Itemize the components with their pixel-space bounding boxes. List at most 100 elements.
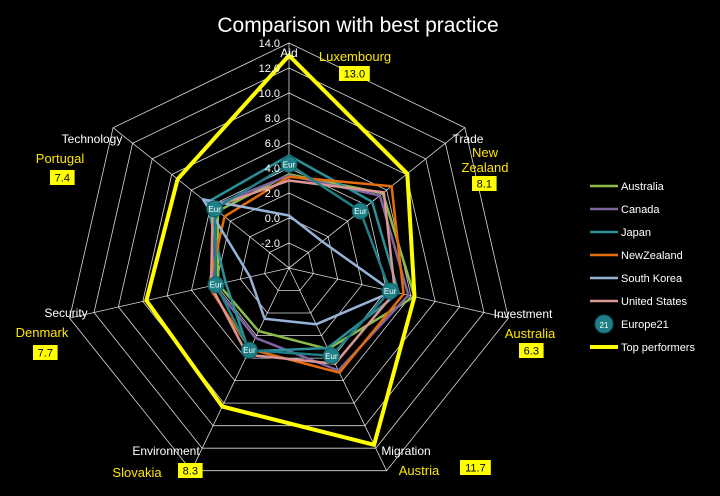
legend-label: Australia: [621, 181, 665, 193]
r-tick-label: 6.0: [265, 138, 280, 150]
top-value-box: [178, 463, 203, 478]
axis-label-trade: Trade: [453, 132, 484, 146]
grid-ring: [93, 67, 485, 449]
top-value-text: 7.7: [38, 348, 53, 360]
europe21-point: [381, 282, 399, 300]
grid-ring: [69, 42, 509, 472]
legend-label: Canada: [621, 204, 660, 216]
top-value-badge: 11.7: [460, 460, 491, 475]
series-united-states: [209, 179, 397, 365]
top-value-text: 13.0: [344, 69, 365, 81]
axis-spoke-environment: [191, 267, 290, 471]
r-tick-label: -2.0: [261, 238, 280, 250]
top-performer-slovakia: Slovakia: [112, 465, 162, 480]
europe21-point: [207, 276, 225, 294]
top-performer-portugal: Portugal: [36, 151, 85, 166]
axis-label-aid: Aid: [280, 46, 297, 60]
europe21-point-label: Eur: [283, 160, 296, 169]
legend-item-top-performers: Top performers: [590, 342, 695, 354]
top-value-badge: 8.3: [178, 463, 203, 478]
r-tick-label: 4.0: [265, 163, 280, 175]
europe21-marker: Eur: [207, 276, 225, 294]
series-top-performers: [144, 53, 417, 447]
top-value-text: 8.1: [477, 179, 492, 191]
grid-ring: [142, 117, 436, 404]
europe21-point-label: Eur: [208, 205, 221, 214]
europe21-marker: Eur: [351, 202, 369, 220]
europe21-marker: Eur: [240, 341, 258, 359]
radar-labels: 14.0 12.0 10.0 8.0 6.0 4.0 2.0 0.0 -2.0 Aid Luxemb…: [16, 38, 556, 480]
r-tick-label: 12.0: [259, 63, 280, 75]
top-value-box: [519, 343, 544, 358]
r-tick-label: 0.0: [265, 213, 280, 225]
europe21-marker: Eur: [322, 347, 340, 365]
radar-series: Eur Eur Eur Eur Eur Eur Eur: [144, 53, 417, 447]
r-tick-label: 10.0: [259, 88, 280, 100]
legend-europe21-marker-label: 21: [600, 321, 609, 330]
top-performer-name-part: New: [472, 145, 499, 160]
axis-label-technology: Technology: [62, 132, 123, 146]
legend: Australia Canada Japan NewZealand South Kore…: [590, 181, 695, 354]
europe21-point: [280, 155, 298, 173]
axis-label-investment: Investment: [494, 307, 553, 321]
top-value-text: 7.4: [55, 173, 70, 185]
top-performer-new-zealand: New Zealand: [462, 145, 509, 175]
legend-label: United States: [621, 296, 688, 308]
top-performer-luxembourg: Luxembourg: [319, 49, 391, 64]
legend-item-south-korea: South Korea: [590, 273, 683, 285]
top-value-text: 6.3: [524, 346, 539, 358]
top-value-text: 8.3: [183, 466, 198, 478]
grid-ring: [239, 217, 339, 314]
top-value-badge: 7.4: [50, 170, 75, 185]
europe21-point: [206, 200, 224, 218]
europe21-point-label: Eur: [210, 281, 223, 290]
series-europe21: [213, 163, 392, 358]
legend-label: Top performers: [621, 342, 695, 354]
axis-label-security: Security: [44, 306, 87, 320]
europe21-point-label: Eur: [384, 287, 397, 296]
axis-spoke-technology: [112, 127, 290, 269]
top-performer-denmark: Denmark: [16, 325, 69, 340]
europe21-point: [240, 341, 258, 359]
legend-label: Europe21: [621, 319, 669, 331]
europe21-point-label: Eur: [243, 346, 256, 355]
top-value-badge: 7.7: [33, 345, 58, 360]
axis-spoke-security: [69, 267, 290, 319]
legend-item-newzealand: NewZealand: [590, 250, 683, 262]
top-value-badge: 6.3: [519, 343, 544, 358]
radar-grid: [69, 42, 509, 472]
europe21-point: [351, 202, 369, 220]
legend-item-united-states: United States: [590, 296, 688, 308]
legend-item-australia: Australia: [590, 181, 665, 193]
europe21-point-label: Eur: [354, 207, 367, 216]
legend-item-europe21: 21 Europe21: [594, 314, 669, 334]
axis-label-migration: Migration: [381, 444, 430, 458]
r-tick-label: 2.0: [265, 188, 280, 200]
top-value-badge: 8.1: [472, 176, 497, 191]
grid-ring: [166, 142, 412, 382]
legend-item-canada: Canada: [590, 204, 660, 216]
top-value-box: [472, 176, 497, 191]
r-tick-label: 8.0: [265, 113, 280, 125]
grid-ring: [264, 242, 314, 291]
legend-europe21-marker: [594, 314, 614, 334]
top-value-box: [460, 460, 491, 475]
europe21-marker: Eur: [206, 200, 224, 218]
top-performer-austria: Austria: [399, 463, 440, 478]
axis-label-environment: Environment: [132, 444, 200, 458]
europe21-point-label: Eur: [325, 352, 338, 361]
top-performer-name-part: Zealand: [462, 160, 509, 175]
r-tick-label: 14.0: [259, 38, 280, 50]
top-value-box: [33, 345, 58, 360]
top-performer-australia: Australia: [505, 326, 556, 341]
europe21-point: [322, 347, 340, 365]
legend-label: South Korea: [621, 273, 683, 285]
legend-label: NewZealand: [621, 250, 683, 262]
top-value-box: [339, 66, 370, 81]
europe21-marker: Eur: [280, 155, 298, 173]
grid-ring: [117, 92, 461, 427]
chart-title: Comparison with best practice: [217, 14, 498, 37]
top-value-text: 11.7: [465, 463, 486, 475]
top-value-badge: 13.0: [339, 66, 370, 81]
